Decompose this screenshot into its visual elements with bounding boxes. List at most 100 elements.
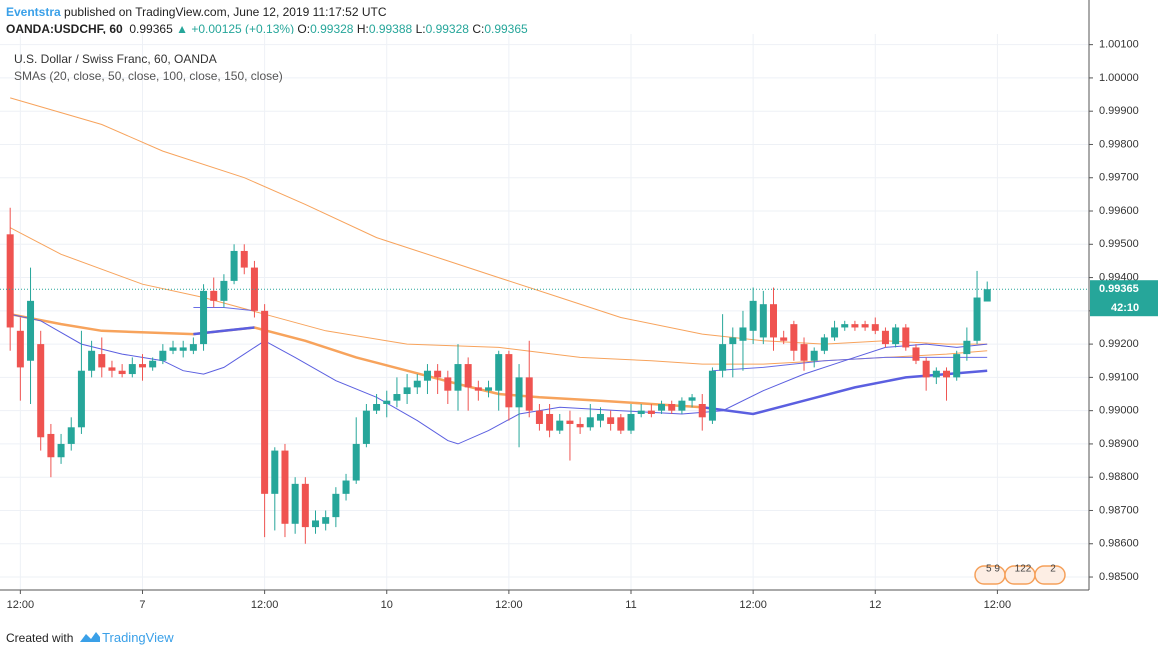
candle-body xyxy=(668,404,676,411)
ohlc-value: 0.99365 xyxy=(484,22,528,36)
y-tick-label: 0.99800 xyxy=(1099,138,1139,150)
candle-body xyxy=(189,344,197,351)
candle-body xyxy=(159,350,167,361)
candle-body xyxy=(373,404,381,411)
event-label: 5 9 xyxy=(986,564,1000,575)
candle-body xyxy=(332,493,340,518)
y-tick-label: 1.00100 xyxy=(1099,39,1139,51)
candle-body xyxy=(281,450,289,524)
candle-body xyxy=(932,370,940,378)
x-tick-label: 12:00 xyxy=(739,599,767,611)
y-tick-label: 0.98500 xyxy=(1099,571,1139,583)
event-badge xyxy=(1034,565,1066,585)
candle-body xyxy=(342,480,350,494)
candle-body xyxy=(352,443,360,481)
candle-body xyxy=(688,397,696,401)
candle-body xyxy=(973,297,981,341)
candle-body xyxy=(546,413,554,431)
candle-body xyxy=(179,347,187,351)
candle-body xyxy=(831,327,839,338)
candle-body xyxy=(515,377,523,408)
candle-body xyxy=(322,517,330,524)
candle-body xyxy=(881,330,889,345)
candle-body xyxy=(749,300,757,331)
candle-body xyxy=(790,324,798,351)
y-tick-label: 0.99700 xyxy=(1099,172,1139,184)
candle-body xyxy=(576,423,584,428)
candle-body xyxy=(454,364,462,391)
candle-body xyxy=(841,324,849,328)
candle-body xyxy=(88,350,96,371)
ohlc-label: O: xyxy=(297,22,311,36)
y-tick-label: 0.99500 xyxy=(1099,238,1139,250)
y-tick-label: 1.00000 xyxy=(1099,72,1139,84)
candle-body xyxy=(759,304,767,338)
quote-line: OANDA:USDCHF, 60 0.99365 ▲ +0.00125 (+0.… xyxy=(6,22,528,36)
candle-body xyxy=(383,400,391,405)
candle-body xyxy=(291,483,299,524)
y-tick-label: 0.99000 xyxy=(1099,405,1139,417)
chart-subtitle: SMAs (20, close, 50, close, 100, close, … xyxy=(14,69,283,83)
price-label: 0.99365 xyxy=(1099,283,1139,295)
candle-body xyxy=(719,344,727,371)
candle-body xyxy=(556,420,564,431)
candle-body xyxy=(525,377,533,411)
x-tick-label: 12:00 xyxy=(984,599,1012,611)
x-tick-label: 12 xyxy=(869,599,881,611)
candle-body xyxy=(413,380,421,388)
ohlc-value: 0.99328 xyxy=(425,22,469,36)
candle-body xyxy=(57,443,65,458)
ohlc: O:0.99328 H:0.99388 L:0.99328 C:0.99365 xyxy=(297,22,527,36)
author[interactable]: Eventstra xyxy=(6,5,61,19)
x-tick-label: 7 xyxy=(139,599,145,611)
candle-body xyxy=(708,370,716,421)
candle-body xyxy=(200,290,208,345)
change: +0.00125 (+0.13%) xyxy=(191,22,295,36)
candle-body xyxy=(678,400,686,411)
candle-body xyxy=(943,370,951,378)
candle-body xyxy=(780,337,788,341)
candle-body xyxy=(596,413,604,421)
candle-body xyxy=(362,410,370,444)
candle-body xyxy=(566,420,574,424)
candle-body xyxy=(820,337,828,351)
candle-body xyxy=(27,300,35,361)
candle-body xyxy=(464,364,472,388)
candle-body xyxy=(444,377,452,391)
candle-body xyxy=(210,290,218,301)
candle-body xyxy=(953,354,961,378)
up-arrow: ▲ xyxy=(176,22,188,36)
candle-body xyxy=(912,347,920,361)
y-tick-label: 0.99100 xyxy=(1099,371,1139,383)
candle-body xyxy=(434,370,442,378)
sma-line xyxy=(10,313,988,445)
candle-body xyxy=(637,410,645,414)
candle-body xyxy=(902,327,910,348)
ohlc-label: L: xyxy=(415,22,426,36)
footer-brand[interactable]: TradingView xyxy=(102,630,174,645)
candle-body xyxy=(892,327,900,345)
candle-body xyxy=(240,250,248,268)
candle-body xyxy=(138,364,146,368)
candle-body xyxy=(627,413,635,431)
candle-body xyxy=(47,433,55,458)
candle-body xyxy=(230,250,238,281)
candle-body xyxy=(423,370,431,381)
candle-body xyxy=(393,394,401,401)
y-tick-label: 0.99200 xyxy=(1099,338,1139,350)
candle-body xyxy=(810,350,818,361)
candle-body xyxy=(800,344,808,361)
candle-body xyxy=(149,360,157,368)
x-tick-label: 12:00 xyxy=(7,599,35,611)
candle-body xyxy=(271,450,279,494)
candle-body xyxy=(98,354,106,368)
plot-bg xyxy=(0,34,1089,590)
event-label: 122 xyxy=(1015,564,1032,575)
event-label: 2 xyxy=(1050,564,1056,575)
candle-body xyxy=(261,310,269,494)
candle-body xyxy=(77,370,85,428)
candle-body xyxy=(220,280,228,301)
x-tick-label: 12:00 xyxy=(495,599,523,611)
